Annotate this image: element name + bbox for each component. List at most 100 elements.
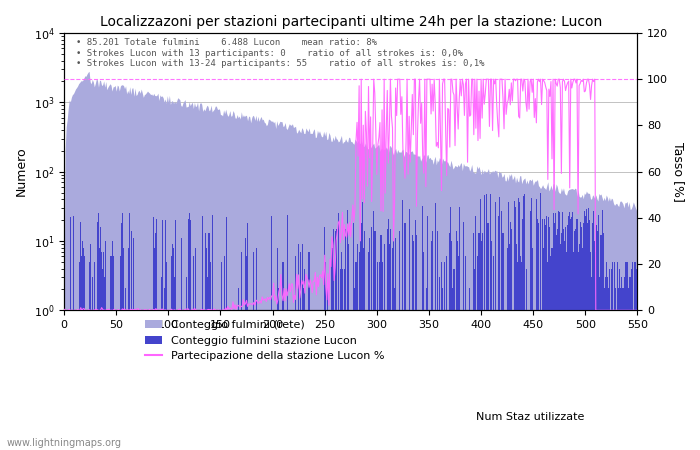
Bar	[578, 252, 579, 310]
Bar	[94, 262, 95, 310]
Bar	[100, 227, 101, 310]
Bar	[435, 203, 436, 310]
Bar	[588, 208, 589, 310]
Bar	[364, 231, 365, 310]
Bar	[81, 256, 83, 310]
Bar	[390, 229, 391, 310]
Bar	[413, 241, 414, 310]
Bar	[532, 248, 533, 310]
Bar	[155, 233, 156, 310]
Bar	[469, 288, 470, 310]
Bar	[175, 220, 176, 310]
Bar	[416, 235, 417, 310]
Bar	[211, 215, 213, 310]
Bar	[439, 277, 440, 310]
Bar	[101, 252, 102, 310]
Bar	[556, 235, 557, 310]
Bar	[441, 262, 442, 310]
Bar	[394, 288, 395, 310]
Bar	[544, 219, 545, 310]
Bar	[564, 241, 565, 310]
Bar	[475, 216, 477, 310]
Bar	[80, 222, 81, 310]
Text: • 85.201 Totale fulmini    6.488 Lucon    mean ratio: 8%
• Strokes Lucon with 13: • 85.201 Totale fulmini 6.488 Lucon mean…	[76, 39, 484, 68]
Bar	[561, 233, 562, 310]
Bar	[399, 231, 400, 310]
Bar	[601, 210, 603, 310]
Bar	[430, 241, 432, 310]
Bar	[432, 231, 433, 310]
Bar	[517, 262, 518, 310]
Bar	[562, 212, 563, 310]
Bar	[628, 288, 629, 310]
Bar	[186, 277, 187, 310]
Bar	[221, 262, 222, 310]
Bar	[582, 248, 583, 310]
Bar	[256, 248, 258, 310]
Bar	[97, 222, 98, 310]
Bar	[595, 252, 596, 310]
Bar	[452, 288, 454, 310]
Text: www.lightningmaps.org: www.lightningmaps.org	[7, 438, 122, 448]
Bar	[360, 223, 362, 310]
Bar	[120, 256, 121, 310]
Bar	[631, 269, 632, 310]
Bar	[554, 213, 556, 310]
Bar	[516, 244, 517, 310]
Bar	[630, 277, 631, 310]
Bar	[374, 231, 375, 310]
Bar	[344, 269, 345, 310]
Bar	[531, 198, 532, 310]
Bar	[609, 269, 610, 310]
Bar	[189, 213, 190, 310]
Bar	[362, 202, 363, 310]
Bar	[550, 256, 552, 310]
Bar	[450, 207, 452, 310]
Bar	[524, 194, 526, 310]
Bar	[354, 288, 356, 310]
Bar	[484, 195, 485, 310]
Bar	[190, 220, 191, 310]
Bar	[188, 219, 189, 310]
Bar	[369, 238, 370, 310]
Bar	[379, 262, 381, 310]
Bar	[526, 269, 528, 310]
Bar	[128, 248, 130, 310]
Bar	[570, 219, 571, 310]
Bar	[596, 225, 597, 310]
Bar	[283, 262, 284, 310]
Bar	[498, 216, 499, 310]
Bar	[90, 244, 91, 310]
Bar	[395, 238, 396, 310]
Bar	[493, 256, 494, 310]
Bar	[605, 277, 606, 310]
Bar	[587, 223, 588, 310]
Bar	[624, 277, 626, 310]
Bar	[567, 225, 568, 310]
Bar	[363, 248, 364, 310]
Bar	[514, 201, 515, 310]
Y-axis label: Tasso [%]: Tasso [%]	[672, 142, 685, 202]
Bar	[247, 223, 248, 310]
Bar	[207, 277, 209, 310]
Bar	[415, 220, 416, 310]
Y-axis label: Numero: Numero	[15, 147, 28, 197]
Bar	[426, 288, 428, 310]
Bar	[518, 198, 519, 310]
Bar	[479, 233, 480, 310]
Bar	[304, 269, 305, 310]
Bar	[593, 211, 594, 310]
Bar	[538, 223, 539, 310]
Bar	[482, 233, 483, 310]
Bar	[606, 262, 607, 310]
Bar	[490, 194, 491, 310]
Bar	[463, 222, 464, 310]
Bar	[392, 248, 393, 310]
Bar	[287, 215, 288, 310]
Bar	[548, 217, 550, 310]
Bar	[458, 207, 460, 310]
Bar	[530, 211, 531, 310]
Bar	[634, 262, 635, 310]
Bar	[636, 269, 637, 310]
Bar	[368, 252, 369, 310]
